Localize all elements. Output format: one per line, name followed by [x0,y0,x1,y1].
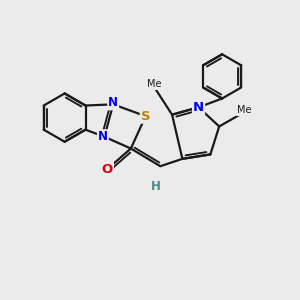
Text: N: N [108,96,118,110]
Text: Me: Me [237,105,251,115]
Text: Me: Me [147,79,162,89]
Text: S: S [141,110,150,123]
Text: H: H [151,180,161,193]
Text: N: N [98,130,108,143]
Text: N: N [193,101,204,114]
Text: O: O [102,163,113,176]
